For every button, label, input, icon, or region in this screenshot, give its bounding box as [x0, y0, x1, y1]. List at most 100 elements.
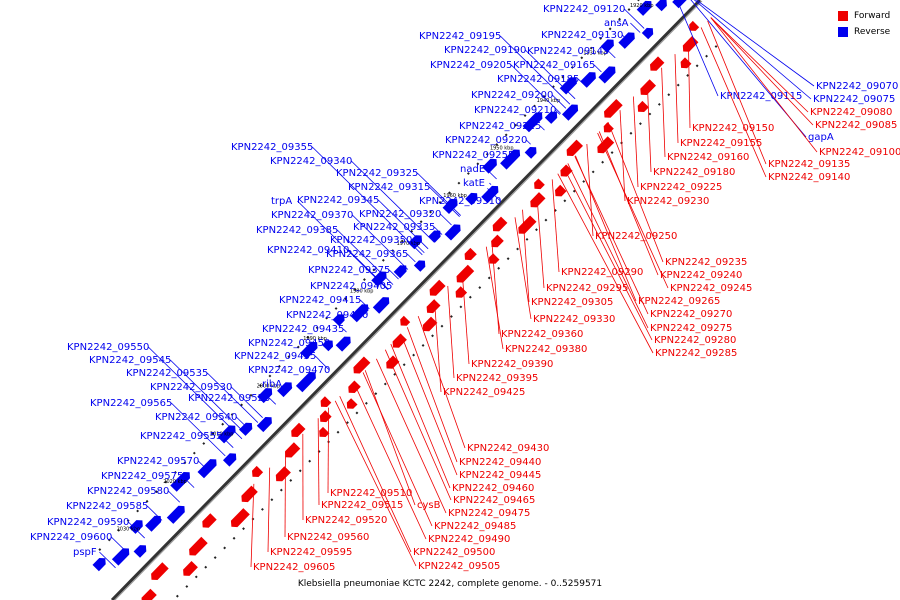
reverse-gene-20: [408, 235, 422, 250]
forward-gene-37: [241, 485, 258, 503]
repeat-mark-fwd-3: [686, 74, 690, 77]
repeat-mark-rev-10: [561, 75, 565, 79]
forward-gene-leader: [400, 333, 458, 476]
forward-gene-leader: [597, 132, 669, 289]
reverse-gene-label: nadE: [460, 164, 485, 175]
forward-gene-leader: [619, 110, 626, 202]
repeat-mark-fwd-48: [261, 507, 264, 511]
forward-gene-13: [530, 192, 546, 208]
forward-gene-21: [429, 279, 446, 296]
forward-gene-label: KPN2242_09460: [452, 483, 534, 494]
map-caption: Klebsiella pneumoniae KCTC 2242, complet…: [297, 579, 603, 589]
kbp-tick-label: 2000 kbp: [257, 384, 281, 390]
forward-gene-leader: [710, 17, 818, 153]
forward-gene-label: KPN2242_09265: [638, 296, 720, 307]
repeat-mark-fwd-5: [667, 93, 671, 97]
kbp-tick-label: 2020 kbp: [163, 479, 187, 485]
reverse-gene-label: KPN2242_09470: [248, 365, 330, 376]
reverse-gene-12: [524, 147, 537, 159]
reverse-gene-label: KPN2242_09570: [117, 456, 199, 467]
forward-gene-label: KPN2242_09425: [443, 387, 525, 398]
forward-swatch: [838, 11, 848, 21]
kbp-tick-label: 1930 kbp: [583, 50, 607, 56]
forward-gene-leader: [700, 27, 767, 178]
reverse-gene-label: gapA: [808, 132, 834, 143]
forward-gene-2: [680, 57, 692, 69]
reverse-gene-leader: [168, 490, 181, 503]
forward-gene-leader: [284, 451, 286, 538]
forward-gene-label: KPN2242_09225: [640, 182, 722, 193]
reverse-gene-leader: [513, 154, 518, 159]
reverse-gene-18: [444, 224, 461, 241]
reverse-gene-43: [111, 548, 130, 566]
reverse-gene-label: KPN2242_09205: [430, 60, 512, 71]
reverse-gene-8: [559, 77, 577, 95]
reverse-gene-leader: [676, 0, 719, 97]
repeat-mark-fwd-25: [478, 286, 482, 289]
forward-gene-leader: [339, 396, 412, 553]
forward-gene-18: [464, 247, 477, 261]
forward-gene-leader: [607, 122, 664, 263]
repeat-mark-rev-17: [495, 143, 499, 146]
forward-gene-14: [518, 215, 537, 234]
forward-gene-label: KPN2242_09390: [471, 359, 553, 370]
repeat-mark-fwd-35: [383, 382, 387, 386]
forward-gene-6: [604, 99, 623, 118]
forward-gene-label: KPN2242_09235: [665, 257, 747, 268]
reverse-gene-2: [636, 0, 652, 16]
reverse-gene-leader: [693, 0, 812, 100]
reverse-gene-label: KPN2242_09255: [432, 150, 514, 161]
reverse-gene-label: KPN2242_09320: [359, 209, 441, 220]
forward-gene-leader: [574, 156, 649, 315]
repeat-mark-fwd-53: [213, 556, 217, 559]
kbp-tick-label: 2030 kbp: [117, 527, 141, 533]
reverse-gene-label: KPN2242_09185: [497, 74, 579, 85]
repeat-mark-fwd-34: [393, 372, 397, 376]
reverse-gene-label: KPN2242_09335: [353, 222, 435, 233]
reverse-gene-label: KPN2242_09075: [813, 94, 895, 105]
forward-gene-leader: [557, 173, 654, 354]
repeat-mark-rev-39: [287, 355, 291, 359]
reverse-gene-17: [442, 198, 458, 214]
reverse-gene-leader: [312, 146, 423, 256]
reverse-gene-leader: [269, 397, 277, 405]
repeat-mark-rev-43: [249, 393, 253, 397]
reverse-gene-leader: [434, 226, 443, 235]
forward-gene-label: KPN2242_09245: [670, 283, 752, 294]
forward-gene-5: [637, 100, 649, 112]
forward-gene-27: [353, 356, 371, 374]
repeat-mark-rev-44: [240, 403, 243, 407]
reverse-gene-leader: [525, 49, 576, 100]
reverse-gene-22: [393, 265, 407, 279]
reverse-gene-leader: [417, 172, 462, 216]
repeat-mark-fwd-50: [242, 527, 245, 531]
repeat-mark-rev-15: [514, 123, 518, 127]
reverse-gene-leader: [555, 109, 561, 115]
repeat-mark-fwd-29: [440, 324, 444, 328]
forward-gene-11: [555, 184, 567, 197]
reverse-gene-leader: [630, 22, 641, 33]
repeat-mark-rev-13: [533, 104, 536, 108]
reverse-gene-label: KPN2242_09585: [66, 501, 148, 512]
forward-gene-leader: [707, 20, 767, 165]
reverse-gene-label: KPN2242_09345: [297, 195, 379, 206]
reverse-gene-label: KPN2242_09420: [286, 310, 368, 321]
forward-gene-26: [386, 355, 400, 369]
reverse-gene-6: [598, 66, 616, 84]
reverse-gene-14: [482, 158, 497, 174]
kbp-tick-label: 1920 kbp: [630, 3, 654, 9]
reverse-gene-leader: [594, 64, 602, 73]
reverse-gene-leader: [337, 229, 394, 285]
reverse-gene-26: [332, 314, 345, 327]
reverse-gene-leader: [440, 213, 452, 226]
forward-gene-leader: [563, 167, 653, 341]
forward-gene-label: KPN2242_09330: [533, 314, 615, 325]
reverse-gene-35: [217, 425, 236, 444]
reverse-gene-31: [277, 382, 292, 398]
reverse-gene-leader: [343, 328, 347, 333]
reverse-gene-15: [481, 185, 499, 204]
reverse-gene-label: KPN2242_09220: [445, 135, 527, 146]
repeat-mark-rev-32: [353, 287, 357, 291]
reverse-gene-label: KPN2242_09120: [543, 4, 625, 15]
